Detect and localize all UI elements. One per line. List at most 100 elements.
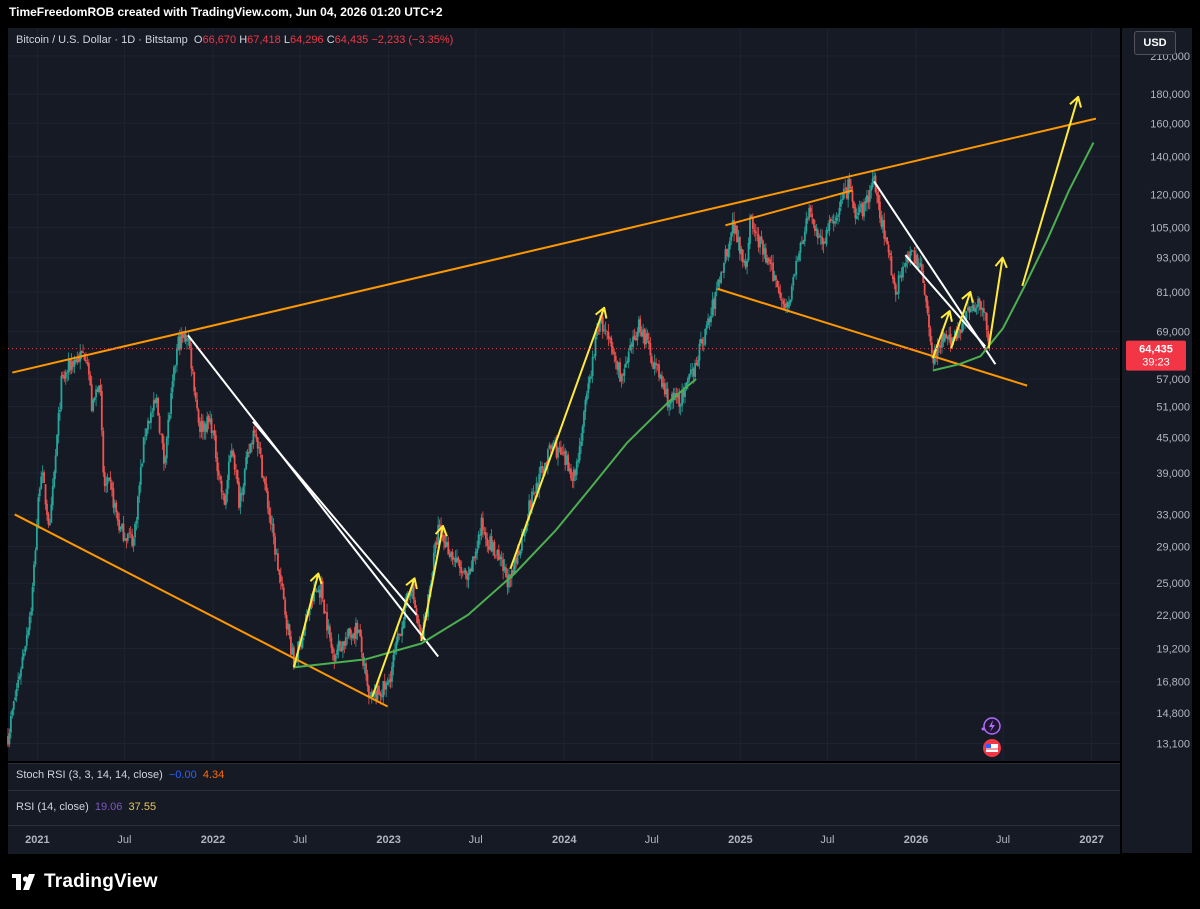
candle-up [203, 423, 206, 431]
candle-up [404, 602, 406, 620]
candle-up [565, 455, 568, 465]
candle-down [725, 249, 728, 257]
candle-up [577, 460, 580, 463]
candle-up [591, 357, 594, 376]
candle-up [717, 279, 720, 287]
time-axis[interactable] [8, 825, 1120, 854]
candle-up [743, 260, 746, 263]
candle-up [271, 523, 274, 525]
candle-down [751, 217, 754, 229]
candle-down [949, 333, 952, 345]
candle-down [213, 430, 216, 436]
candle-up [546, 449, 549, 466]
candle-down [125, 538, 128, 542]
candle-down [460, 567, 463, 574]
candle-up [391, 666, 393, 682]
candle-up [714, 292, 717, 309]
candle-up [903, 266, 906, 268]
candle-down [518, 550, 520, 555]
candle-up [64, 372, 67, 379]
candle-up [798, 253, 800, 261]
chart-caption: TimeFreedomROB created with TradingView.… [9, 5, 443, 19]
candle-down [750, 215, 753, 219]
tradingview-logo[interactable]: TradingView [12, 870, 158, 894]
candle-down [606, 331, 608, 332]
candle-down [199, 422, 201, 432]
price-tick-label: 120,000 [1150, 190, 1190, 202]
time-tick-label: 2021 [25, 834, 49, 846]
candle-up [9, 715, 12, 733]
candle-up [551, 444, 554, 450]
candle-down [282, 587, 285, 600]
candle-down [7, 735, 9, 745]
candle-up [984, 311, 987, 313]
candle-down [733, 219, 735, 234]
candle-down [893, 277, 896, 285]
candle-up [871, 178, 874, 188]
candle-down [561, 453, 564, 455]
candle-down [470, 568, 473, 572]
candle-up [70, 361, 73, 370]
candle-up [516, 551, 519, 564]
candle-down [515, 557, 518, 563]
candle-up [788, 302, 790, 308]
candle-up [48, 523, 51, 526]
candle-up [503, 566, 506, 571]
candle-down [559, 447, 562, 455]
price-axis[interactable] [1122, 28, 1192, 853]
rsi-legend[interactable]: RSI (14, close) 19.06 37.55 [16, 801, 156, 813]
candle-down [619, 362, 621, 382]
candle-up [56, 434, 58, 456]
candle-up [538, 474, 541, 490]
candle-down [609, 337, 611, 340]
candle-down [190, 348, 193, 369]
candle-down [611, 346, 614, 353]
currency-button[interactable]: USD [1134, 31, 1176, 55]
candle-up [676, 393, 679, 398]
candle-down [574, 470, 577, 476]
high-value: 67,418 [247, 34, 281, 46]
candle-down [851, 190, 854, 202]
candle-down [458, 560, 461, 568]
candle-up [632, 336, 634, 348]
candle-down [261, 454, 263, 478]
stoch-rsi-title: Stoch RSI (3, 3, 14, 14, close) [16, 769, 163, 781]
candle-up [73, 359, 76, 367]
candle-up [50, 504, 53, 523]
candle-down [314, 588, 317, 592]
candle-down [331, 647, 334, 654]
candle-down [77, 357, 80, 363]
candle-down [160, 433, 162, 435]
candle-down [894, 284, 897, 295]
candle-up [910, 250, 913, 252]
candle-down [154, 399, 157, 404]
white-trendline [904, 254, 987, 348]
rsi-pane[interactable] [8, 790, 1120, 825]
candle-up [225, 494, 227, 505]
candle-up [508, 574, 510, 588]
candle-down [980, 301, 982, 310]
candle-up [463, 570, 466, 572]
candle-series [7, 169, 991, 748]
candle-up [588, 377, 591, 384]
stoch-rsi-legend[interactable]: Stoch RSI (3, 3, 14, 14, close) −0.00 4.… [16, 769, 224, 781]
candle-up [687, 378, 689, 384]
candle-up [645, 333, 647, 345]
candle-up [177, 336, 180, 350]
candle-down [630, 344, 633, 347]
candle-up [868, 190, 871, 202]
candle-down [604, 329, 607, 331]
candle-up [881, 219, 884, 228]
candle-up [108, 477, 110, 479]
candle-down [721, 271, 724, 273]
candle-down [43, 472, 45, 484]
candle-up [230, 450, 233, 457]
candle-up [715, 287, 718, 291]
candle-up [21, 656, 24, 669]
candle-down [103, 472, 106, 487]
stoch-rsi-pane[interactable] [8, 763, 1120, 790]
candle-down [204, 424, 207, 433]
symbol-legend[interactable]: Bitcoin / U.S. Dollar · 1D · Bitstamp O6… [16, 34, 453, 46]
candle-down [923, 283, 926, 295]
candle-down [222, 493, 224, 495]
